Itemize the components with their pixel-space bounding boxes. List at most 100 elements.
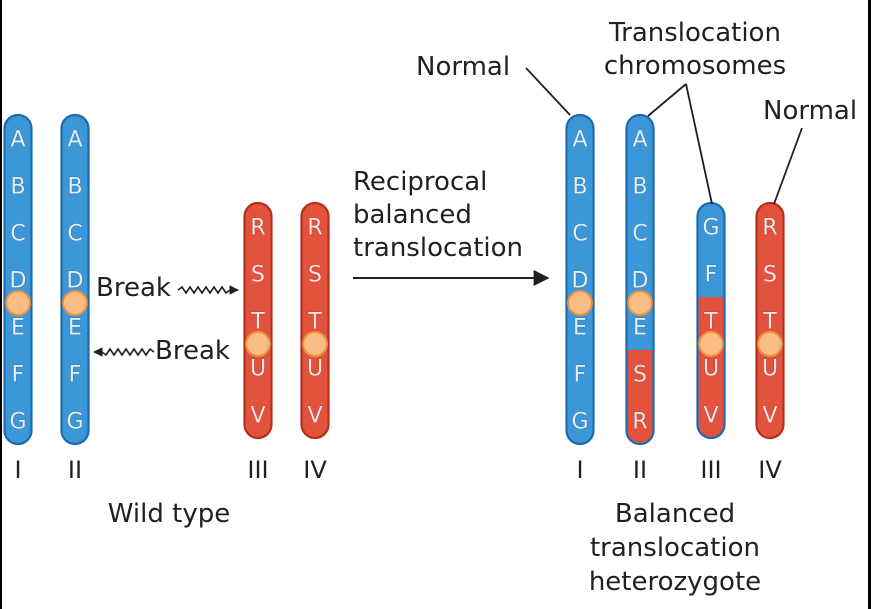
gene-label-V: V: [762, 404, 777, 429]
roman-wild-2: II: [68, 456, 82, 484]
gene-segment-G: [566, 397, 594, 444]
gene-segment-S: [244, 250, 272, 298]
break-arrow-upper: [177, 285, 239, 295]
gene-segment-F: [697, 250, 725, 298]
centromere: [627, 290, 653, 316]
gene-label-S: S: [763, 263, 777, 288]
gene-segment-F: [4, 350, 32, 398]
arrow-text-line-1: Reciprocal: [353, 167, 487, 197]
gene-segment-S: [626, 350, 654, 398]
centromere: [567, 290, 593, 316]
gene-segment-V: [244, 391, 272, 438]
roman-hetero-2: II: [633, 456, 647, 484]
gene-label-D: D: [632, 269, 649, 294]
centromere: [5, 290, 31, 316]
gene-label-S: S: [251, 263, 265, 288]
chromosome-outline: [565, 113, 595, 446]
gene-segment-R: [626, 397, 654, 444]
centromere: [245, 331, 271, 357]
gene-segment-S: [756, 250, 784, 298]
gene-label-C: C: [632, 222, 647, 247]
roman-wild-1: I: [14, 456, 21, 484]
centromere: [302, 331, 328, 357]
arrow-text-line-3: translocation: [353, 233, 523, 263]
gene-segment-V: [756, 391, 784, 438]
gene-label-R: R: [250, 216, 265, 241]
chromosomes-layer: ABCDEFGABCDEFGRSTUVRSTUVABCDEFGABCDESRGF…: [3, 113, 785, 446]
gene-segment-A: [566, 115, 594, 163]
gene-segment-B: [626, 162, 654, 210]
arrow-text-line-2: balanced: [353, 200, 472, 230]
gene-segment-G: [697, 203, 725, 251]
gene-label-G: G: [702, 216, 719, 241]
gene-label-T: T: [703, 310, 718, 335]
heterozygote-caption-line-2: translocation: [590, 533, 760, 563]
gene-segment-A: [61, 115, 89, 163]
centromere: [698, 331, 724, 357]
gene-label-R: R: [762, 216, 777, 241]
roman-hetero-1: I: [576, 456, 583, 484]
gene-segment-B: [4, 162, 32, 210]
gene-label-T: T: [762, 310, 777, 335]
wild-type-caption: Wild type: [108, 499, 230, 529]
chromosome-outline: [3, 113, 33, 446]
centromere: [62, 290, 88, 316]
gene-label-V: V: [307, 404, 322, 429]
normal-label-right: Normal: [763, 96, 857, 126]
gene-label-G: G: [9, 410, 26, 435]
gene-label-G: G: [66, 410, 83, 435]
translocation-leader-iii: [685, 83, 713, 205]
gene-label-F: F: [574, 363, 587, 388]
gene-label-S: S: [633, 363, 647, 388]
gene-label-E: E: [11, 316, 25, 341]
gene-segment-G: [61, 397, 89, 444]
gene-segment-B: [566, 162, 594, 210]
gene-segment-A: [4, 115, 32, 163]
translocation-chromosomes-label-line-1: Translocation: [608, 18, 781, 48]
break-label-lower: Break: [155, 336, 230, 366]
gene-segment-C: [61, 209, 89, 257]
gene-label-A: A: [67, 128, 82, 153]
heterozygote-caption-line-1: Balanced: [615, 499, 735, 529]
translocation-chromosomes-label-line-2: chromosomes: [604, 51, 786, 81]
roman-hetero-4: IV: [758, 456, 782, 484]
gene-segment-V: [301, 391, 329, 438]
gene-segment-R: [301, 203, 329, 251]
gene-segment-F: [61, 350, 89, 398]
gene-label-B: B: [10, 175, 25, 200]
gene-label-A: A: [572, 128, 587, 153]
gene-label-R: R: [307, 216, 322, 241]
gene-label-F: F: [705, 263, 718, 288]
chromosome-outline: [755, 201, 785, 440]
gene-label-B: B: [67, 175, 82, 200]
roman-wild-4: IV: [303, 456, 327, 484]
chromosome-outline: [243, 201, 273, 440]
gene-label-U: U: [762, 357, 778, 382]
gene-segment-V: [697, 391, 725, 438]
chromosome-outline: [625, 113, 655, 446]
gene-label-E: E: [633, 316, 647, 341]
gene-segment-S: [301, 250, 329, 298]
gene-segment-C: [566, 209, 594, 257]
roman-hetero-3: III: [700, 456, 721, 484]
roman-wild-3: III: [247, 456, 268, 484]
centromere: [757, 331, 783, 357]
gene-label-S: S: [308, 263, 322, 288]
gene-segment-C: [4, 209, 32, 257]
gene-label-E: E: [68, 316, 82, 341]
gene-segment-C: [626, 209, 654, 257]
chromosome-outline: [300, 201, 330, 440]
gene-label-C: C: [10, 222, 25, 247]
gene-label-D: D: [572, 269, 589, 294]
gene-label-R: R: [632, 410, 647, 435]
gene-label-C: C: [572, 222, 587, 247]
gene-label-F: F: [69, 363, 82, 388]
translocation-leader-ii: [647, 83, 687, 117]
